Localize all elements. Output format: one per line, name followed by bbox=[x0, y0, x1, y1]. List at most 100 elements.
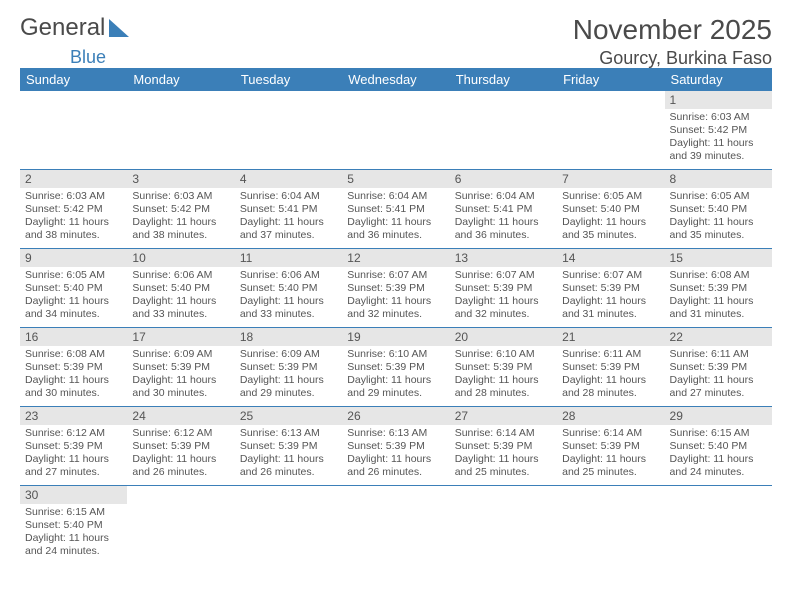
day-number: 5 bbox=[342, 170, 449, 188]
day-header: Sunday bbox=[20, 68, 127, 91]
day-number: 1 bbox=[665, 91, 772, 109]
day-number: 18 bbox=[235, 328, 342, 346]
calendar-cell bbox=[342, 486, 449, 565]
day-number: 24 bbox=[127, 407, 234, 425]
day-details: Sunrise: 6:06 AMSunset: 5:40 PMDaylight:… bbox=[235, 267, 342, 326]
day-number: 17 bbox=[127, 328, 234, 346]
day-header: Wednesday bbox=[342, 68, 449, 91]
day-details: Sunrise: 6:14 AMSunset: 5:39 PMDaylight:… bbox=[450, 425, 557, 484]
location: Gourcy, Burkina Faso bbox=[573, 48, 772, 69]
calendar-table: SundayMondayTuesdayWednesdayThursdayFrid… bbox=[20, 68, 772, 564]
sail-icon bbox=[107, 17, 133, 39]
day-details: Sunrise: 6:09 AMSunset: 5:39 PMDaylight:… bbox=[127, 346, 234, 405]
calendar-cell: 13Sunrise: 6:07 AMSunset: 5:39 PMDayligh… bbox=[450, 249, 557, 328]
day-details: Sunrise: 6:15 AMSunset: 5:40 PMDaylight:… bbox=[665, 425, 772, 484]
calendar-cell: 18Sunrise: 6:09 AMSunset: 5:39 PMDayligh… bbox=[235, 328, 342, 407]
day-details: Sunrise: 6:13 AMSunset: 5:39 PMDaylight:… bbox=[342, 425, 449, 484]
day-header: Friday bbox=[557, 68, 664, 91]
day-number: 3 bbox=[127, 170, 234, 188]
day-number: 11 bbox=[235, 249, 342, 267]
day-details: Sunrise: 6:05 AMSunset: 5:40 PMDaylight:… bbox=[20, 267, 127, 326]
day-details: Sunrise: 6:10 AMSunset: 5:39 PMDaylight:… bbox=[342, 346, 449, 405]
day-details: Sunrise: 6:08 AMSunset: 5:39 PMDaylight:… bbox=[20, 346, 127, 405]
day-number: 23 bbox=[20, 407, 127, 425]
day-details: Sunrise: 6:04 AMSunset: 5:41 PMDaylight:… bbox=[235, 188, 342, 247]
day-number: 21 bbox=[557, 328, 664, 346]
day-number: 8 bbox=[665, 170, 772, 188]
calendar-cell: 26Sunrise: 6:13 AMSunset: 5:39 PMDayligh… bbox=[342, 407, 449, 486]
brand-blue: Blue bbox=[70, 47, 106, 68]
day-number: 12 bbox=[342, 249, 449, 267]
day-number: 26 bbox=[342, 407, 449, 425]
day-details: Sunrise: 6:04 AMSunset: 5:41 PMDaylight:… bbox=[342, 188, 449, 247]
day-header: Thursday bbox=[450, 68, 557, 91]
calendar-cell: 4Sunrise: 6:04 AMSunset: 5:41 PMDaylight… bbox=[235, 170, 342, 249]
calendar-cell: 6Sunrise: 6:04 AMSunset: 5:41 PMDaylight… bbox=[450, 170, 557, 249]
brand-general: General bbox=[20, 14, 105, 42]
day-details: Sunrise: 6:14 AMSunset: 5:39 PMDaylight:… bbox=[557, 425, 664, 484]
day-details: Sunrise: 6:10 AMSunset: 5:39 PMDaylight:… bbox=[450, 346, 557, 405]
calendar-cell: 12Sunrise: 6:07 AMSunset: 5:39 PMDayligh… bbox=[342, 249, 449, 328]
day-details: Sunrise: 6:05 AMSunset: 5:40 PMDaylight:… bbox=[557, 188, 664, 247]
calendar-cell: 25Sunrise: 6:13 AMSunset: 5:39 PMDayligh… bbox=[235, 407, 342, 486]
day-details: Sunrise: 6:12 AMSunset: 5:39 PMDaylight:… bbox=[127, 425, 234, 484]
calendar-cell: 15Sunrise: 6:08 AMSunset: 5:39 PMDayligh… bbox=[665, 249, 772, 328]
day-number: 4 bbox=[235, 170, 342, 188]
calendar-cell: 22Sunrise: 6:11 AMSunset: 5:39 PMDayligh… bbox=[665, 328, 772, 407]
calendar-cell: 16Sunrise: 6:08 AMSunset: 5:39 PMDayligh… bbox=[20, 328, 127, 407]
day-details: Sunrise: 6:05 AMSunset: 5:40 PMDaylight:… bbox=[665, 188, 772, 247]
day-details: Sunrise: 6:11 AMSunset: 5:39 PMDaylight:… bbox=[557, 346, 664, 405]
calendar-cell: 7Sunrise: 6:05 AMSunset: 5:40 PMDaylight… bbox=[557, 170, 664, 249]
day-number: 19 bbox=[342, 328, 449, 346]
day-number: 6 bbox=[450, 170, 557, 188]
day-number: 13 bbox=[450, 249, 557, 267]
day-details: Sunrise: 6:11 AMSunset: 5:39 PMDaylight:… bbox=[665, 346, 772, 405]
day-number: 22 bbox=[665, 328, 772, 346]
calendar-cell bbox=[235, 486, 342, 565]
calendar-cell: 9Sunrise: 6:05 AMSunset: 5:40 PMDaylight… bbox=[20, 249, 127, 328]
calendar-cell: 20Sunrise: 6:10 AMSunset: 5:39 PMDayligh… bbox=[450, 328, 557, 407]
calendar-cell: 30Sunrise: 6:15 AMSunset: 5:40 PMDayligh… bbox=[20, 486, 127, 565]
calendar-cell bbox=[450, 91, 557, 170]
day-details: Sunrise: 6:07 AMSunset: 5:39 PMDaylight:… bbox=[557, 267, 664, 326]
day-details: Sunrise: 6:12 AMSunset: 5:39 PMDaylight:… bbox=[20, 425, 127, 484]
day-header: Monday bbox=[127, 68, 234, 91]
calendar-cell: 10Sunrise: 6:06 AMSunset: 5:40 PMDayligh… bbox=[127, 249, 234, 328]
calendar-cell bbox=[450, 486, 557, 565]
calendar-cell: 3Sunrise: 6:03 AMSunset: 5:42 PMDaylight… bbox=[127, 170, 234, 249]
day-number: 25 bbox=[235, 407, 342, 425]
day-number: 28 bbox=[557, 407, 664, 425]
calendar-cell: 23Sunrise: 6:12 AMSunset: 5:39 PMDayligh… bbox=[20, 407, 127, 486]
calendar-cell: 27Sunrise: 6:14 AMSunset: 5:39 PMDayligh… bbox=[450, 407, 557, 486]
calendar-cell: 2Sunrise: 6:03 AMSunset: 5:42 PMDaylight… bbox=[20, 170, 127, 249]
day-number: 14 bbox=[557, 249, 664, 267]
calendar-cell bbox=[665, 486, 772, 565]
calendar-cell: 8Sunrise: 6:05 AMSunset: 5:40 PMDaylight… bbox=[665, 170, 772, 249]
calendar-cell: 1Sunrise: 6:03 AMSunset: 5:42 PMDaylight… bbox=[665, 91, 772, 170]
day-number: 16 bbox=[20, 328, 127, 346]
day-header: Tuesday bbox=[235, 68, 342, 91]
day-details: Sunrise: 6:06 AMSunset: 5:40 PMDaylight:… bbox=[127, 267, 234, 326]
calendar-cell: 29Sunrise: 6:15 AMSunset: 5:40 PMDayligh… bbox=[665, 407, 772, 486]
calendar-cell bbox=[127, 486, 234, 565]
calendar-cell: 5Sunrise: 6:04 AMSunset: 5:41 PMDaylight… bbox=[342, 170, 449, 249]
day-number: 15 bbox=[665, 249, 772, 267]
calendar-cell: 21Sunrise: 6:11 AMSunset: 5:39 PMDayligh… bbox=[557, 328, 664, 407]
day-number: 10 bbox=[127, 249, 234, 267]
day-number: 9 bbox=[20, 249, 127, 267]
day-header: Saturday bbox=[665, 68, 772, 91]
day-details: Sunrise: 6:04 AMSunset: 5:41 PMDaylight:… bbox=[450, 188, 557, 247]
day-details: Sunrise: 6:08 AMSunset: 5:39 PMDaylight:… bbox=[665, 267, 772, 326]
logo: General bbox=[20, 14, 133, 42]
calendar-cell bbox=[20, 91, 127, 170]
calendar-cell: 14Sunrise: 6:07 AMSunset: 5:39 PMDayligh… bbox=[557, 249, 664, 328]
calendar-cell: 24Sunrise: 6:12 AMSunset: 5:39 PMDayligh… bbox=[127, 407, 234, 486]
day-number: 27 bbox=[450, 407, 557, 425]
calendar-cell: 11Sunrise: 6:06 AMSunset: 5:40 PMDayligh… bbox=[235, 249, 342, 328]
calendar-cell bbox=[557, 486, 664, 565]
day-details: Sunrise: 6:07 AMSunset: 5:39 PMDaylight:… bbox=[342, 267, 449, 326]
day-details: Sunrise: 6:09 AMSunset: 5:39 PMDaylight:… bbox=[235, 346, 342, 405]
calendar-cell: 19Sunrise: 6:10 AMSunset: 5:39 PMDayligh… bbox=[342, 328, 449, 407]
day-details: Sunrise: 6:03 AMSunset: 5:42 PMDaylight:… bbox=[127, 188, 234, 247]
day-details: Sunrise: 6:07 AMSunset: 5:39 PMDaylight:… bbox=[450, 267, 557, 326]
